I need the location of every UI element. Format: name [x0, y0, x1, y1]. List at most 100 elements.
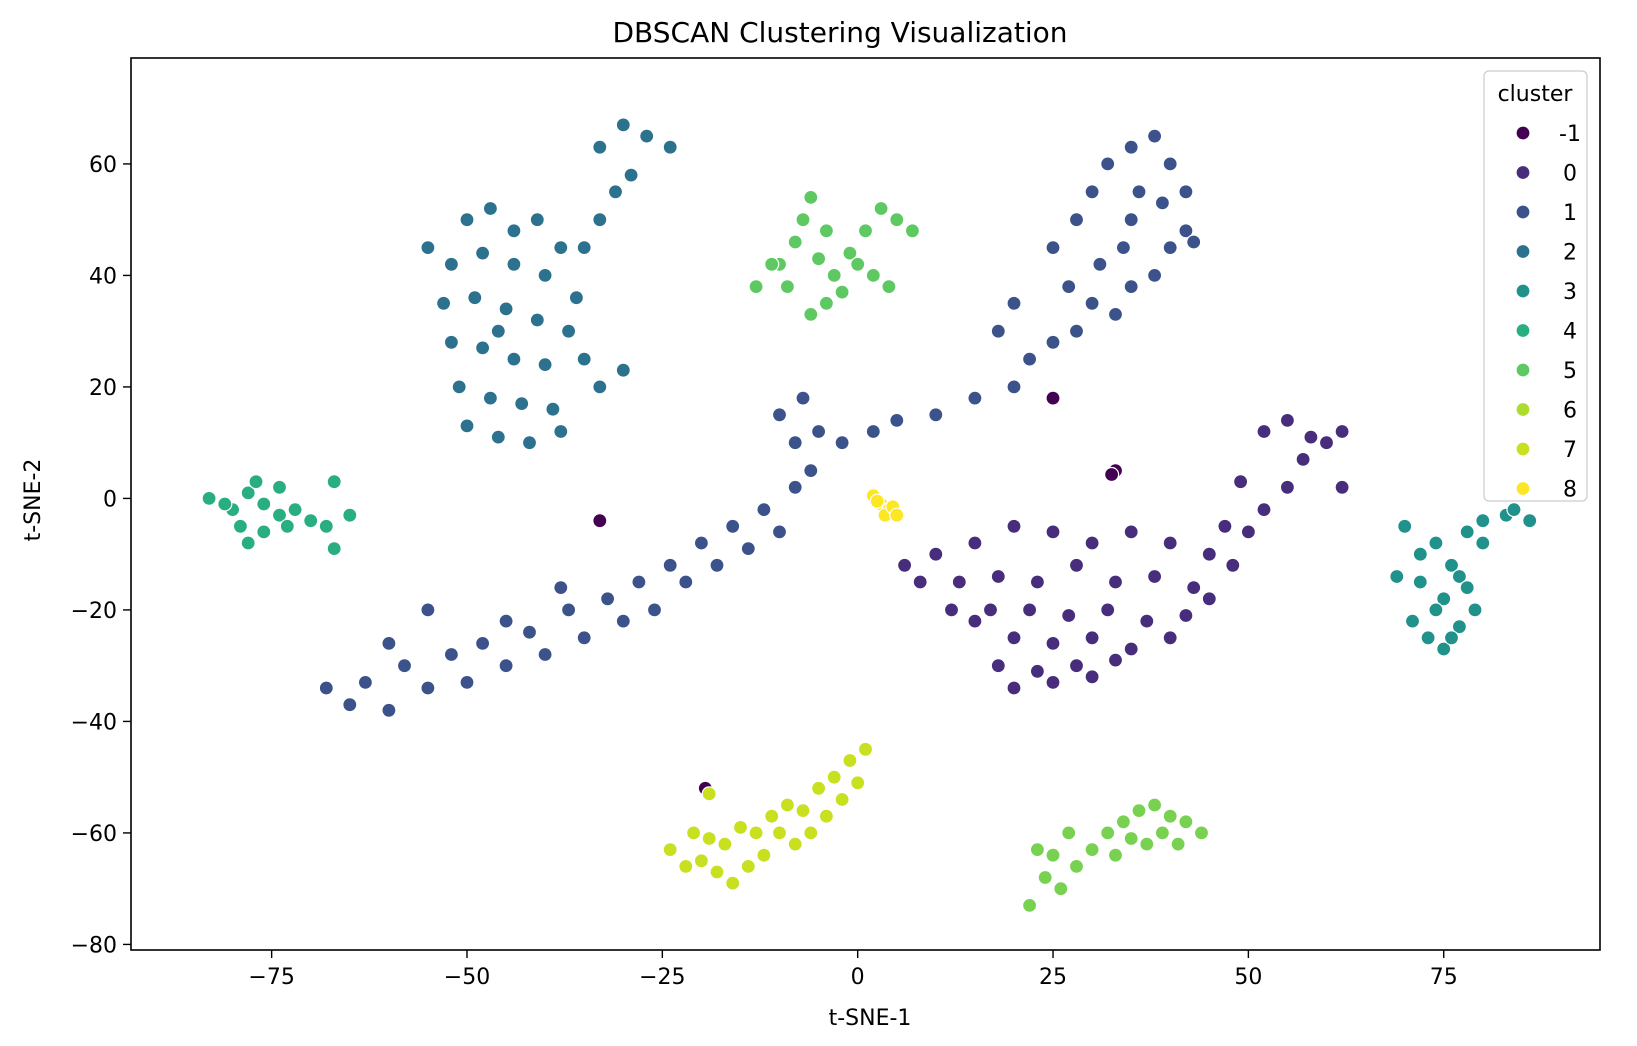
- data-point: [553, 240, 569, 256]
- data-point: [990, 658, 1006, 674]
- data-point: [1279, 479, 1296, 495]
- data-points: [201, 117, 1538, 914]
- legend-label: 0: [1563, 162, 1577, 187]
- data-point: [678, 574, 694, 590]
- axes-frame: [130, 57, 1601, 951]
- data-point: [607, 184, 624, 200]
- data-point: [865, 267, 881, 283]
- data-point: [576, 240, 592, 256]
- data-point: [318, 680, 334, 696]
- data-point: [1162, 535, 1178, 551]
- legend-entry: 7: [1515, 438, 1577, 463]
- y-tick-label: −20: [71, 599, 117, 624]
- legend-title: cluster: [1498, 82, 1574, 107]
- data-point: [1279, 412, 1296, 428]
- data-point: [1045, 674, 1061, 691]
- data-point: [1123, 212, 1139, 228]
- data-point: [1139, 613, 1155, 629]
- data-point: [943, 602, 960, 618]
- data-point: [482, 200, 498, 217]
- legend-label: 4: [1563, 320, 1577, 345]
- data-point: [1146, 797, 1163, 813]
- data-point: [1443, 557, 1460, 573]
- data-point: [232, 518, 248, 534]
- data-point: [1084, 841, 1100, 858]
- data-point: [857, 741, 874, 757]
- data-point: [217, 496, 233, 512]
- data-point: [537, 357, 553, 373]
- data-point: [795, 802, 811, 819]
- data-point: [842, 245, 858, 261]
- data-point: [498, 613, 514, 629]
- data-point: [1029, 663, 1046, 679]
- data-point: [709, 864, 725, 880]
- series-2: [420, 117, 678, 451]
- x-tick-label: −25: [639, 965, 685, 990]
- legend-box: [1483, 70, 1588, 502]
- x-tick-label: 25: [1039, 965, 1067, 990]
- series-4: [201, 474, 358, 557]
- data-point: [1107, 306, 1124, 322]
- data-point: [1061, 279, 1077, 295]
- data-point: [256, 524, 272, 540]
- data-point: [779, 279, 796, 295]
- data-point: [1162, 156, 1178, 172]
- data-point: [834, 791, 850, 808]
- data-point: [1084, 535, 1100, 551]
- data-point: [764, 808, 780, 824]
- data-point: [1021, 602, 1038, 618]
- data-point: [256, 496, 272, 512]
- data-point: [1123, 139, 1139, 155]
- data-point: [1045, 240, 1061, 256]
- data-point: [725, 518, 741, 534]
- data-point: [1123, 641, 1139, 657]
- legend-entry: 1: [1515, 201, 1577, 226]
- data-point: [1107, 847, 1124, 863]
- data-point: [506, 256, 522, 272]
- data-point: [1412, 546, 1428, 562]
- data-point: [576, 630, 592, 646]
- data-point: [537, 267, 553, 283]
- data-point: [826, 769, 842, 785]
- data-point: [1029, 574, 1046, 590]
- data-point: [1084, 630, 1100, 646]
- legend-marker: [1515, 125, 1531, 141]
- data-point: [1123, 830, 1139, 847]
- data-point: [521, 624, 538, 640]
- legend-entry: 6: [1515, 399, 1577, 424]
- data-point: [1068, 212, 1085, 228]
- x-tick-label: 0: [851, 965, 865, 990]
- data-point: [810, 780, 827, 796]
- data-point: [592, 212, 608, 228]
- data-point: [1131, 802, 1147, 819]
- data-point: [1451, 619, 1468, 635]
- data-point: [615, 362, 631, 378]
- data-point: [459, 418, 475, 434]
- data-point: [560, 602, 577, 618]
- data-point: [1006, 295, 1022, 311]
- data-point: [1475, 535, 1491, 551]
- data-point: [1475, 513, 1491, 529]
- data-point: [1162, 808, 1178, 824]
- data-point: [475, 245, 491, 261]
- data-point: [1459, 524, 1475, 540]
- data-point: [1256, 502, 1272, 518]
- data-point: [1412, 574, 1428, 590]
- data-point: [1162, 240, 1178, 256]
- data-point: [506, 223, 522, 239]
- legend-marker: [1515, 480, 1531, 497]
- data-point: [1225, 557, 1241, 573]
- data-point: [443, 334, 459, 350]
- data-point: [857, 223, 874, 239]
- data-point: [740, 540, 756, 557]
- data-point: [646, 602, 663, 618]
- data-point: [357, 674, 373, 691]
- data-point: [904, 223, 921, 239]
- data-point: [271, 479, 288, 495]
- data-point: [459, 212, 475, 228]
- data-point: [271, 507, 288, 523]
- series-1: [318, 128, 1202, 718]
- legend-label: 3: [1563, 280, 1577, 305]
- data-point: [1420, 630, 1436, 646]
- data-point: [771, 524, 788, 540]
